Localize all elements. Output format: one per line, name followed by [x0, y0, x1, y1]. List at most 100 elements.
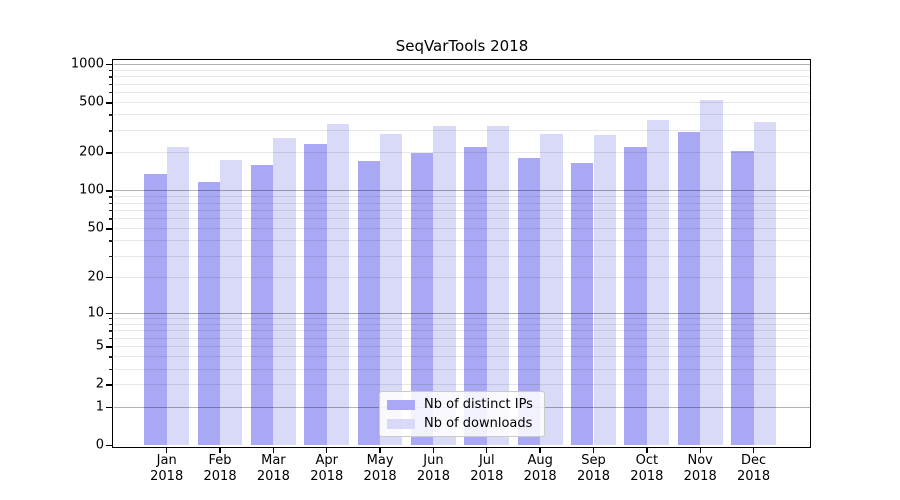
minor-gridline — [114, 130, 810, 132]
bar-downloads — [433, 125, 456, 446]
y-minor-tick-mark — [109, 209, 113, 212]
y-tick-label: 1 — [95, 399, 104, 415]
y-tick-label: 20 — [87, 269, 104, 285]
x-tick-mark — [752, 448, 755, 453]
y-minor-tick-mark — [109, 202, 113, 204]
chart-title: SeqVarTools 2018 — [395, 37, 529, 55]
x-tick-label: Aug 2018 — [523, 453, 557, 484]
y-minor-tick-mark — [109, 83, 113, 85]
legend-label-downloads: Nb of downloads — [424, 416, 533, 431]
bar-downloads — [646, 119, 670, 446]
y-minor-tick-mark — [109, 69, 113, 72]
y-tick-mark — [106, 102, 113, 104]
bar-downloads — [326, 124, 350, 446]
minor-gridline — [114, 346, 810, 348]
y-minor-tick-mark — [109, 130, 113, 132]
minor-gridline — [114, 368, 810, 370]
minor-gridline — [114, 92, 810, 94]
x-tick-mark — [166, 448, 168, 453]
x-tick-mark — [432, 448, 435, 453]
bar-distinct-ips — [357, 161, 381, 446]
bar-downloads — [540, 133, 563, 446]
x-tick-label: Jun 2018 — [416, 453, 450, 484]
y-minor-tick-mark — [109, 323, 113, 326]
bar-distinct-ips — [731, 150, 754, 446]
y-minor-tick-mark — [109, 330, 113, 332]
legend-label-distinct-ips: Nb of distinct IPs — [424, 397, 533, 412]
y-tick-mark — [106, 346, 113, 348]
bar-downloads — [220, 159, 243, 446]
y-tick-label: 100 — [79, 182, 104, 198]
bar-downloads — [380, 134, 403, 446]
y-tick-label: 5 — [95, 338, 104, 354]
minor-gridline — [114, 228, 810, 230]
x-tick-mark — [699, 448, 701, 453]
minor-gridline — [114, 218, 810, 220]
x-tick-label: Jul 2018 — [470, 453, 504, 484]
major-gridline — [114, 63, 810, 65]
y-minor-tick-mark — [109, 368, 113, 370]
bar-distinct-ips — [144, 174, 167, 446]
y-minor-tick-mark — [109, 356, 113, 358]
y-tick-mark — [106, 406, 113, 409]
y-minor-tick-mark — [109, 255, 113, 257]
minor-gridline — [114, 76, 810, 78]
x-tick-mark — [326, 448, 328, 453]
x-tick-label: Feb 2018 — [203, 453, 237, 484]
minor-gridline — [114, 69, 810, 71]
distinct-ips-swatch-icon — [387, 399, 415, 410]
y-minor-tick-mark — [109, 240, 113, 242]
x-tick-mark — [539, 448, 541, 453]
y-tick-label: 500 — [79, 94, 104, 110]
y-minor-tick-mark — [109, 76, 113, 78]
bar-downloads — [273, 138, 296, 446]
bar-distinct-ips — [571, 162, 594, 446]
minor-gridline — [114, 337, 810, 339]
x-tick-label: May 2018 — [363, 453, 397, 484]
x-tick-mark — [486, 448, 488, 453]
minor-gridline — [114, 384, 810, 386]
minor-gridline — [114, 102, 810, 104]
minor-gridline — [114, 277, 810, 279]
y-tick-mark — [106, 228, 113, 230]
y-minor-tick-mark — [109, 218, 113, 220]
minor-gridline — [114, 318, 810, 319]
minor-gridline — [114, 114, 810, 116]
y-tick-mark — [106, 277, 113, 279]
x-tick-mark — [272, 448, 275, 453]
x-tick-label: Nov 2018 — [683, 453, 717, 484]
bar-distinct-ips — [304, 144, 327, 446]
minor-gridline — [114, 202, 810, 204]
x-tick-label: Oct 2018 — [630, 453, 664, 484]
y-tick-mark — [106, 152, 113, 154]
x-tick-label: Jan 2018 — [150, 453, 184, 484]
x-tick-mark — [592, 448, 595, 453]
y-tick-label: 200 — [79, 144, 104, 160]
y-minor-tick-mark — [109, 92, 113, 94]
bar-distinct-ips — [197, 182, 221, 446]
minor-gridline — [114, 356, 810, 358]
y-minor-tick-mark — [109, 337, 113, 340]
minor-gridline — [114, 152, 810, 154]
bar-distinct-ips — [411, 153, 434, 446]
minor-gridline — [114, 83, 810, 85]
major-gridline — [114, 190, 810, 192]
x-tick-label: Apr 2018 — [310, 453, 344, 484]
bar-downloads — [166, 147, 190, 446]
y-tick-mark — [106, 312, 113, 315]
y-tick-mark — [106, 384, 113, 386]
y-tick-label: 10 — [87, 305, 104, 321]
x-tick-label: Dec 2018 — [737, 453, 771, 484]
minor-gridline — [114, 255, 810, 257]
x-tick-label: Sep 2018 — [576, 453, 611, 484]
y-tick-label: 2 — [95, 376, 104, 392]
bar-distinct-ips — [251, 165, 274, 446]
bar-distinct-ips — [464, 147, 487, 446]
y-tick-label: 1000 — [70, 56, 104, 72]
y-minor-tick-mark — [109, 318, 113, 320]
y-tick-mark — [106, 445, 113, 447]
minor-gridline — [114, 209, 810, 211]
x-tick-label: Mar 2018 — [256, 453, 290, 484]
x-tick-mark — [379, 448, 381, 453]
